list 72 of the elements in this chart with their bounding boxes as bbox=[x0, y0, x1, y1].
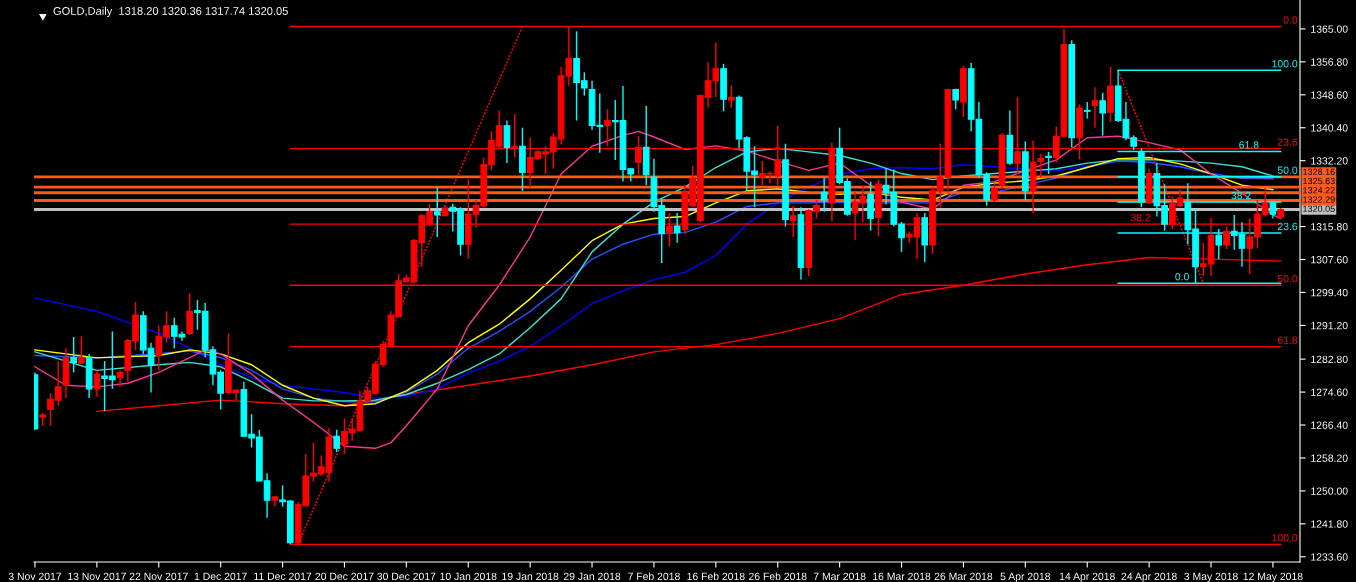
y-tick-label: 1348.60 bbox=[1311, 91, 1348, 99]
x-tick-label: 20 Dec 2017 bbox=[315, 572, 374, 581]
candlestick bbox=[1091, 86, 1099, 129]
series-label: 61.8 bbox=[1239, 141, 1259, 149]
candlestick bbox=[78, 335, 85, 365]
candlestick bbox=[333, 429, 341, 453]
ref-line-label: 1320.05 bbox=[1303, 205, 1335, 212]
candlestick bbox=[727, 84, 735, 109]
series-label: 23.6 bbox=[1277, 222, 1298, 231]
y-tick-label: 1307.60 bbox=[1311, 256, 1348, 264]
x-tick-label: 14 Apr 2018 bbox=[1059, 572, 1115, 582]
y-tick-label: 1233.60 bbox=[1311, 553, 1348, 561]
y-tick-label: 1282.80 bbox=[1311, 355, 1348, 364]
series-label: 0.0 bbox=[1283, 16, 1298, 24]
x-tick-label: 10 Jan 2018 bbox=[440, 572, 497, 581]
y-tick-label: 1356.80 bbox=[1311, 58, 1348, 66]
y-tick-label: 1315.80 bbox=[1311, 223, 1348, 231]
candlestick bbox=[1045, 151, 1052, 175]
x-tick-label: 19 Jan 2018 bbox=[502, 572, 559, 581]
y-tick-label: 1291.20 bbox=[1311, 321, 1348, 330]
candlestick bbox=[1037, 153, 1045, 179]
candlestick bbox=[1099, 92, 1107, 137]
x-tick-label: 16 Mar 2018 bbox=[873, 572, 931, 581]
candlestick bbox=[93, 369, 101, 398]
ref-line-label: 1324.22 bbox=[1303, 187, 1335, 194]
candlestick bbox=[433, 186, 441, 238]
series-label: 100.0 bbox=[1272, 60, 1298, 68]
candlestick bbox=[70, 336, 77, 374]
x-tick-label: 22 Nov 2017 bbox=[129, 572, 188, 581]
x-tick-label: 12 May 2018 bbox=[1243, 572, 1303, 582]
series-label: 23.6 bbox=[1277, 138, 1298, 146]
y-tick-label: 1241.80 bbox=[1311, 520, 1348, 528]
x-tick-label: 26 Mar 2018 bbox=[934, 572, 993, 581]
series-label: 38.2 bbox=[1130, 213, 1151, 222]
series-label: 50.0 bbox=[1277, 274, 1298, 283]
candlestick bbox=[673, 212, 681, 244]
ref-line-label: 1328.16 bbox=[1303, 168, 1335, 175]
y-tick-label: 1365.00 bbox=[1311, 25, 1348, 33]
x-tick-label: 13 Nov 2017 bbox=[68, 572, 126, 581]
y-tick-label: 1299.40 bbox=[1311, 288, 1348, 297]
y-tick-label: 1340.40 bbox=[1311, 124, 1348, 132]
series-label: 100.0 bbox=[1272, 534, 1298, 542]
y-tick-label: 1332.20 bbox=[1311, 157, 1348, 165]
x-tick-label: 7 Mar 2018 bbox=[813, 572, 866, 581]
series-label: 0.0 bbox=[1175, 272, 1189, 281]
candlestick bbox=[820, 177, 828, 213]
candlestick bbox=[503, 119, 511, 164]
text: GOLD,Daily 1318.20 1320.36 1317.74 1320.05 bbox=[53, 6, 288, 18]
x-tick-label: 11 Dec 2017 bbox=[254, 572, 312, 581]
y-tick-label: 1266.40 bbox=[1311, 421, 1348, 429]
y-tick-label: 1258.20 bbox=[1311, 454, 1348, 462]
x-tick-label: 26 Feb 2018 bbox=[749, 572, 807, 581]
x-tick-label: 29 Jan 2018 bbox=[563, 572, 621, 581]
candlestick bbox=[604, 108, 611, 147]
x-tick-label: 24 Apr 2018 bbox=[1121, 572, 1177, 582]
x-tick-label: 3 Nov 2017 bbox=[8, 572, 62, 581]
x-tick-label: 1 Dec 2017 bbox=[194, 572, 247, 581]
ref-line-label: 1322.29 bbox=[1303, 196, 1335, 203]
x-tick-label: 16 Feb 2018 bbox=[687, 572, 745, 581]
ref-line-label: 1325.63 bbox=[1303, 177, 1335, 185]
y-tick-label: 1274.60 bbox=[1311, 388, 1348, 396]
candlestick bbox=[116, 369, 124, 388]
y-tick-label: 1250.00 bbox=[1311, 487, 1348, 495]
x-tick-label: 5 Apr 2018 bbox=[1000, 572, 1051, 582]
x-tick-label: 30 Dec 2017 bbox=[377, 572, 436, 581]
x-tick-label: 7 Feb 2018 bbox=[628, 572, 680, 581]
series-label: 50.0 bbox=[1277, 166, 1298, 174]
candlestick bbox=[991, 182, 998, 203]
series-label: 61.8 bbox=[1277, 336, 1298, 344]
candlestick bbox=[186, 292, 194, 336]
x-tick-label: 3 May 2018 bbox=[1184, 572, 1238, 582]
candlestick bbox=[1223, 225, 1230, 250]
